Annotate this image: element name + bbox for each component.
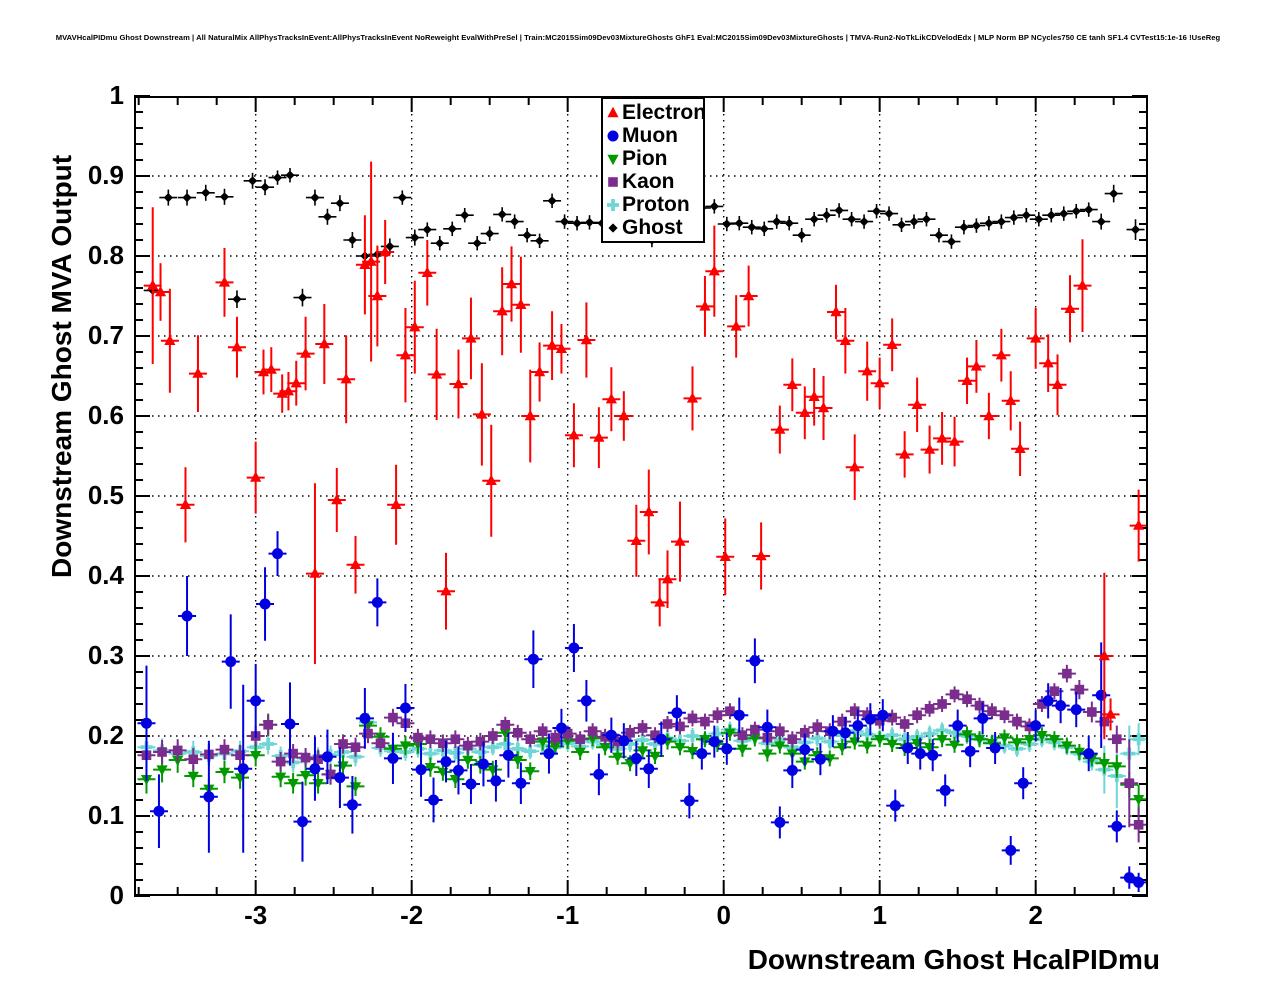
legend-entry-proton[interactable]: Proton [603,193,703,216]
series-electron [143,161,1148,740]
cross-icon [605,197,621,213]
triangle-down-icon [605,151,621,167]
legend-entry-pion[interactable]: Pion [603,147,703,170]
circle-icon [605,128,621,144]
y-tick-label: 0.5 [87,480,124,510]
x-axis-title: Downstream Ghost HcalPIDmu [747,944,1160,975]
y-tick-label: 0.3 [87,640,124,670]
x-tick-label: 0 [716,900,731,930]
legend-label: Kaon [622,170,675,193]
legend-label: Electron [622,101,707,124]
y-tick-label: 0.4 [87,560,124,590]
legend: Electron Muon Pion Kaon Proton Ghost [601,97,707,243]
y-tick-label: 0 [109,880,124,910]
x-tick-label: -3 [244,900,268,930]
legend-entry-kaon[interactable]: Kaon [603,170,703,193]
series-layer [137,161,1148,892]
legend-entry-muon[interactable]: Muon [603,124,703,147]
x-tick-label: -1 [556,900,580,930]
x-tick-label: 2 [1028,900,1043,930]
y-tick-label: 0.6 [87,400,124,430]
y-tick-label: 0.7 [87,320,124,350]
triangle-up-icon [605,105,621,121]
y-tick-label: 0.9 [87,160,124,190]
square-icon [605,174,621,190]
plot-title: MVAVHcalPIDmu Ghost Downstream | All Nat… [55,33,1221,42]
x-tick-label: -2 [400,900,424,930]
y-tick-label: 1 [109,80,124,110]
legend-label: Pion [622,147,668,170]
x-tick-label: 1 [872,900,887,930]
legend-entry-electron[interactable]: Electron [603,101,707,124]
series-kaon [137,664,1148,843]
y-tick-label: 0.1 [87,800,124,830]
dot-icon [605,220,621,236]
y-tick-label: 0.2 [87,720,124,750]
y-tick-label: 0.8 [87,240,124,270]
series-muon [137,531,1148,892]
legend-entry-ghost[interactable]: Ghost [603,216,703,239]
legend-label: Ghost [622,216,683,239]
legend-label: Muon [622,124,678,147]
legend-label: Proton [622,193,690,216]
y-axis-title: Downstream Ghost MVA Output [46,154,77,578]
